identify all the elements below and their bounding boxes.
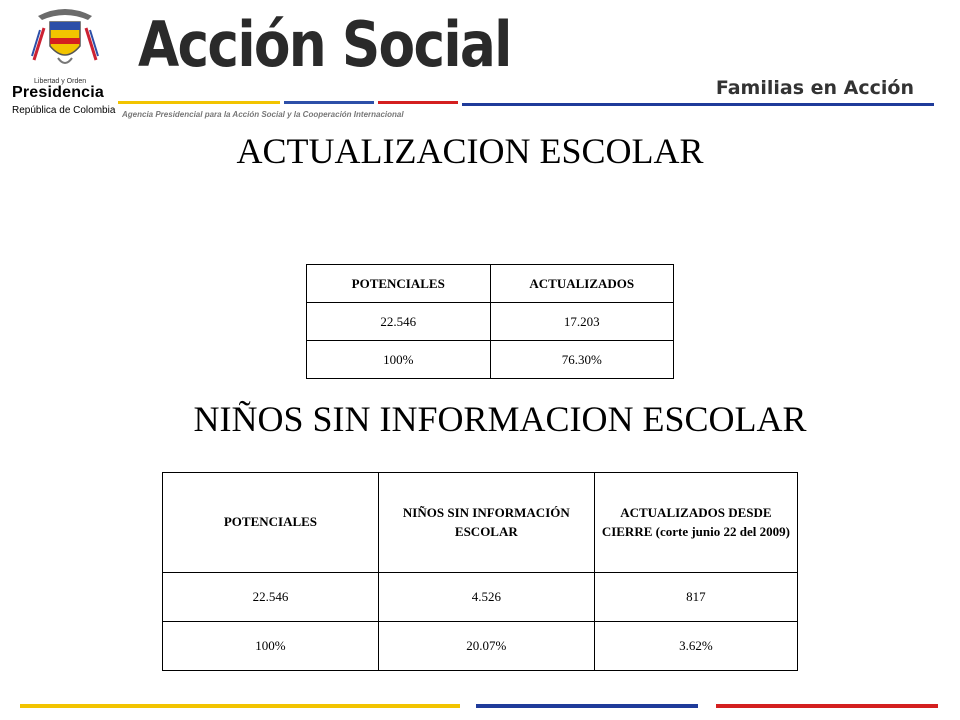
section1-title: ACTUALIZACION ESCOLAR xyxy=(236,131,704,171)
table-row: 22.546 4.526 817 xyxy=(162,572,799,622)
accion-social-logo: Acción Social xyxy=(138,8,512,81)
footer-bar-yellow xyxy=(20,704,460,708)
presidencia-text: Presidencia xyxy=(12,84,105,101)
program-name: Familias en Acción xyxy=(715,77,914,99)
table-row: 100% 20.07% 3.62% xyxy=(162,621,799,671)
table-cell: 20.07% xyxy=(377,621,595,671)
table-cell: 22.546 xyxy=(306,302,491,341)
header-cell: POTENCIALES xyxy=(306,264,491,303)
header-cell: POTENCIALES xyxy=(162,472,379,573)
footer-bar-red xyxy=(716,704,938,708)
header-rule xyxy=(462,103,934,106)
brand-subtitle: Agencia Presidencial para la Acción Soci… xyxy=(122,110,404,119)
table-cell: 817 xyxy=(593,572,799,622)
ninos-sin-informacion-table: POTENCIALES NIÑOS SIN INFORMACIÓN ESCOLA… xyxy=(162,472,799,671)
table-row: 100% 76.30% xyxy=(306,340,674,379)
table-cell: 4.526 xyxy=(377,572,595,622)
section2-title: NIÑOS SIN INFORMACION ESCOLAR xyxy=(193,399,807,439)
header-cell: ACTUALIZADOS xyxy=(489,264,674,303)
table-cell: 76.30% xyxy=(489,340,674,379)
table-cell: 100% xyxy=(306,340,491,379)
actualizacion-table: POTENCIALES ACTUALIZADOS 22.546 17.203 1… xyxy=(306,264,674,379)
table-header-row: POTENCIALES NIÑOS SIN INFORMACIÓN ESCOLA… xyxy=(162,472,799,573)
header-cell: NIÑOS SIN INFORMACIÓN ESCOLAR xyxy=(377,472,595,573)
table-cell: 17.203 xyxy=(489,302,674,341)
header-cell: ACTUALIZADOS DESDE CIERRE (corte junio 2… xyxy=(593,472,799,573)
table-cell: 3.62% xyxy=(593,621,799,671)
table-header-row: POTENCIALES ACTUALIZADOS xyxy=(306,264,674,303)
motto-text: Libertad y Orden xyxy=(34,78,87,85)
brand-bar-red xyxy=(378,101,458,104)
table-cell: 22.546 xyxy=(162,572,379,622)
republica-text: República de Colombia xyxy=(12,105,116,116)
footer-bar-blue xyxy=(476,704,698,708)
table-row: 22.546 17.203 xyxy=(306,302,674,341)
brand-bar-blue xyxy=(284,101,374,104)
brand-bar-yellow xyxy=(118,101,280,104)
colombia-coat-of-arms-logo xyxy=(30,6,100,72)
table-cell: 100% xyxy=(162,621,379,671)
